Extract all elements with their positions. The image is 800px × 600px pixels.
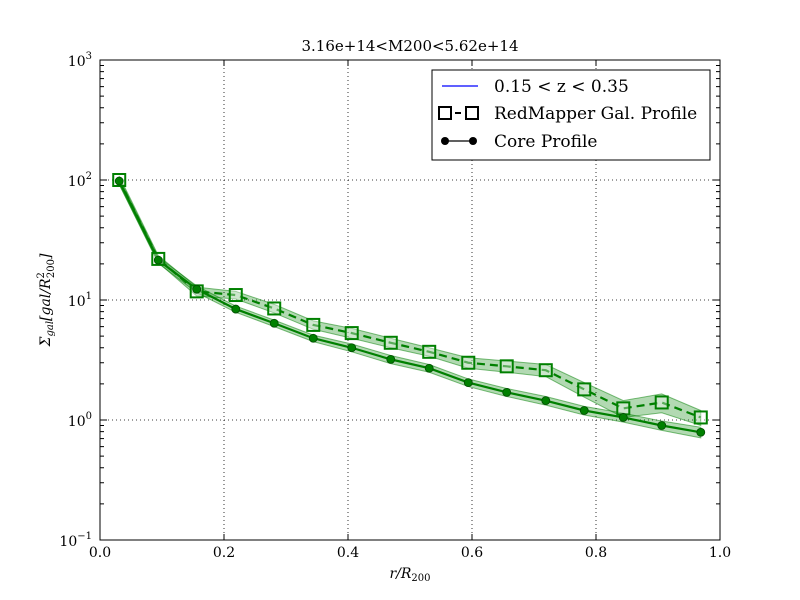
- x-axis-label: r/R200: [389, 566, 430, 584]
- marker-core-profile: [463, 378, 473, 387]
- marker-redmapper-gal-profile: [654, 395, 669, 410]
- marker-redmapper-gal-profile: [616, 401, 631, 416]
- marker-redmapper-gal-profile: [538, 363, 553, 378]
- series-lines: [118, 179, 702, 434]
- y-tick-label: 100: [68, 411, 92, 430]
- x-tick-label: 1.0: [709, 545, 731, 561]
- x-tick-label: 0.2: [213, 545, 235, 561]
- x-tick-label: 0.6: [461, 545, 483, 561]
- y-tick-label: 102: [68, 171, 92, 190]
- marker-core-profile: [657, 421, 667, 430]
- marker-core-profile: [347, 343, 357, 353]
- marker-core-profile: [696, 427, 706, 437]
- marker-redmapper-gal-profile: [422, 344, 437, 359]
- marker-core-profile: [269, 318, 279, 328]
- x-tick-label: 0.8: [585, 545, 607, 561]
- marker-redmapper-gal-profile: [383, 335, 398, 350]
- legend-marker-redmapper-left: [438, 106, 452, 120]
- marker-core-profile: [153, 255, 163, 265]
- marker-redmapper-gal-profile: [461, 355, 476, 370]
- y-tick-label: 101: [68, 291, 92, 310]
- legend: 0.15 < z < 0.35 RedMapper Gal. Profile C…: [431, 69, 711, 161]
- legend-label-core: Core Profile: [494, 132, 597, 152]
- marker-core-profile: [114, 176, 124, 186]
- marker-core-profile: [579, 406, 589, 415]
- line-redmapper-gal-profile: [118, 179, 702, 419]
- legend-label-redmapper: RedMapper Gal. Profile: [494, 104, 697, 124]
- marker-core-profile: [618, 413, 628, 422]
- marker-redmapper-gal-profile: [267, 301, 282, 316]
- svg-text:Σgal[gal/R2200]: Σgal[gal/R2200]: [36, 253, 57, 347]
- marker-redmapper-gal-profile: [228, 288, 243, 303]
- band-redmapper-gal-profile: [118, 175, 702, 427]
- x-tick-label: 0.4: [337, 545, 359, 561]
- legend-label-z-range: 0.15 < z < 0.35: [494, 77, 629, 97]
- marker-core-profile: [424, 363, 434, 373]
- line-core-profile: [118, 180, 701, 434]
- marker-redmapper-gal-profile: [499, 359, 514, 374]
- marker-core-profile: [502, 387, 512, 397]
- y-axis-label: Σgal[gal/R2200]: [36, 253, 57, 347]
- legend-marker-redmapper-right: [465, 106, 479, 120]
- marker-redmapper-gal-profile: [306, 317, 321, 332]
- marker-redmapper-gal-profile: [344, 326, 359, 341]
- series-markers: [112, 173, 708, 437]
- marker-redmapper-gal-profile: [577, 382, 592, 397]
- y-tick-label: 10−1: [59, 531, 92, 550]
- marker-core-profile: [308, 333, 318, 343]
- x-tick-label: 0.0: [89, 545, 111, 561]
- axis-ticks: 0.0 0.2 0.4 0.6 0.8 1.0 10−1 100 101 102 103: [59, 51, 731, 561]
- marker-core-profile: [231, 304, 241, 314]
- legend-marker-core-right: [469, 137, 477, 145]
- y-tick-label: 103: [68, 51, 92, 70]
- marker-core-profile: [192, 284, 202, 294]
- legend-marker-core-left: [441, 137, 449, 145]
- marker-core-profile: [541, 396, 551, 406]
- marker-redmapper-gal-profile: [693, 410, 708, 425]
- chart-title: 3.16e+14<M200<5.62e+14: [302, 37, 519, 55]
- marker-core-profile: [386, 354, 396, 364]
- svg-text:r/R200: r/R200: [389, 566, 430, 584]
